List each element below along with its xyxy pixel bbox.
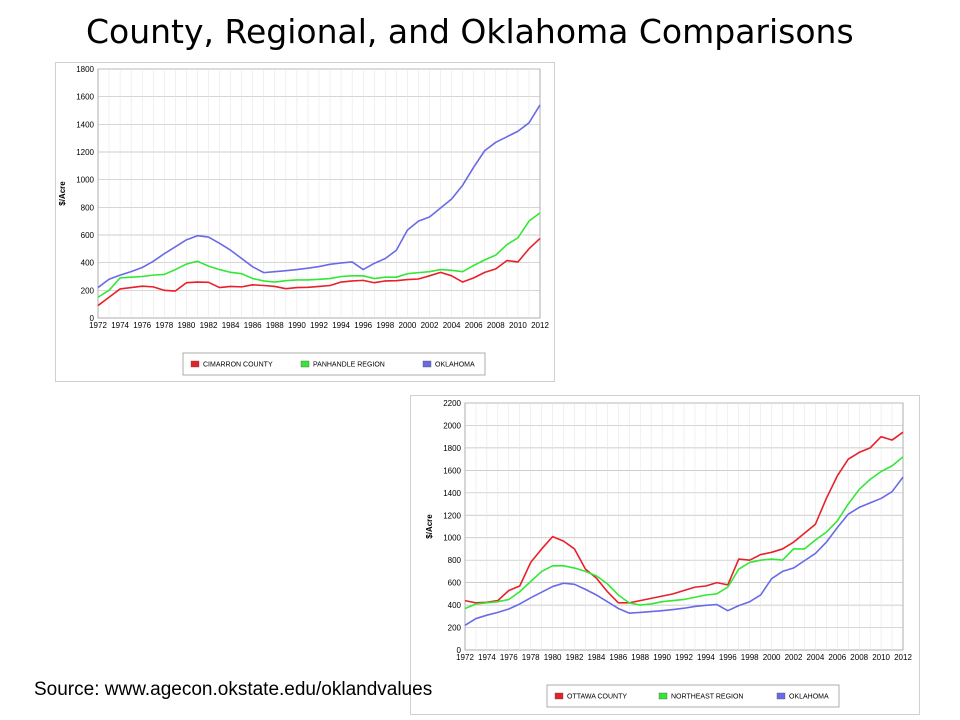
y-tick-label: 1200 xyxy=(76,148,94,157)
x-tick-label: 2002 xyxy=(421,321,439,330)
y-tick-label: 2200 xyxy=(443,399,461,408)
x-tick-label: 1974 xyxy=(478,653,496,662)
x-tick-label: 1988 xyxy=(631,653,649,662)
series-line-oklahoma xyxy=(464,476,904,626)
x-tick-label: 1986 xyxy=(609,653,627,662)
chart-panhandle-comparison: 0 200 400 600 800 1000 1200 1400 1600 1800 1972 197… xyxy=(55,62,555,382)
x-tick-label: 2004 xyxy=(807,653,825,662)
x-tick-label: 2008 xyxy=(850,653,868,662)
x-tick-label: 1994 xyxy=(697,653,715,662)
legend-label: OTTAWA COUNTY xyxy=(567,694,627,701)
x-tick-label: 1986 xyxy=(244,321,262,330)
legend-label: PANHANDLE REGION xyxy=(313,362,385,369)
x-tick-label: 1998 xyxy=(376,321,394,330)
y-tick-label: 800 xyxy=(81,203,95,212)
x-tick-label: 1992 xyxy=(310,321,328,330)
x-tick-label: 1972 xyxy=(89,321,107,330)
legend-label: NORTHEAST REGION xyxy=(671,694,743,701)
y-tick-label: 1600 xyxy=(443,466,461,475)
x-tick-label: 2004 xyxy=(443,321,461,330)
chart-northeast-comparison: 0 200 400 600 800 1000 1200 1400 1600 1800 2000 220… xyxy=(410,395,920,715)
y-tick-label: 1400 xyxy=(443,489,461,498)
y-tick-label: 1800 xyxy=(76,65,94,74)
x-tick-label: 1996 xyxy=(719,653,737,662)
x-tick-label: 2006 xyxy=(828,653,846,662)
legend-swatch xyxy=(554,692,564,700)
y-tick-label: 1000 xyxy=(76,176,94,185)
y-tick-label: 1800 xyxy=(443,444,461,453)
legend-swatch xyxy=(190,360,200,368)
legend-label: CIMARRON COUNTY xyxy=(203,362,273,369)
y-tick-label: 400 xyxy=(81,259,95,268)
x-tick-label: 2008 xyxy=(487,321,505,330)
x-tick-label: 1972 xyxy=(456,653,474,662)
x-tick-label: 1978 xyxy=(155,321,173,330)
x-tick-label: 1974 xyxy=(111,321,129,330)
x-tick-label: 1984 xyxy=(222,321,240,330)
legend-box xyxy=(182,352,486,376)
y-tick-label: 1200 xyxy=(443,511,461,520)
y-tick-label: 200 xyxy=(448,624,462,633)
legend-swatch xyxy=(300,360,310,368)
x-tick-label: 1982 xyxy=(200,321,218,330)
y-axis-label: $/Acre xyxy=(425,514,434,539)
y-tick-label: 200 xyxy=(81,286,95,295)
legend-box xyxy=(546,684,840,708)
series-line-oklahoma xyxy=(97,104,541,289)
slide-title: County, Regional, and Oklahoma Compariso… xyxy=(86,12,854,51)
x-tick-label: 2010 xyxy=(509,321,527,330)
series-line-cimarron-county xyxy=(97,237,541,307)
source-citation: Source: www.agecon.okstate.edu/oklandval… xyxy=(34,679,433,700)
y-tick-label: 0 xyxy=(457,646,462,655)
x-tick-label: 2000 xyxy=(763,653,781,662)
x-tick-label: 1978 xyxy=(522,653,540,662)
y-tick-label: 600 xyxy=(81,231,95,240)
x-tick-label: 2000 xyxy=(399,321,417,330)
y-tick-label: 1000 xyxy=(443,534,461,543)
x-tick-label: 1976 xyxy=(133,321,151,330)
x-tick-label: 1998 xyxy=(741,653,759,662)
chart-2-svg: 0 200 400 600 800 1000 1200 1400 1600 1800 2000 220… xyxy=(410,395,920,715)
x-tick-label: 2006 xyxy=(465,321,483,330)
x-tick-label: 2012 xyxy=(531,321,549,330)
x-tick-label: 1988 xyxy=(266,321,284,330)
series-line-panhandle-region xyxy=(97,212,541,298)
series-line-ottawa-county xyxy=(464,431,904,604)
y-tick-label: 2000 xyxy=(443,421,461,430)
x-tick-label: 1980 xyxy=(544,653,562,662)
x-tick-label: 1992 xyxy=(675,653,693,662)
chart-1-svg: 0 200 400 600 800 1000 1200 1400 1600 1800 1972 197… xyxy=(55,62,555,382)
x-tick-label: 2012 xyxy=(894,653,912,662)
y-tick-label: 1600 xyxy=(76,93,94,102)
legend-label: OKLAHOMA xyxy=(789,694,829,701)
x-tick-label: 1982 xyxy=(566,653,584,662)
y-axis-label: $/Acre xyxy=(58,181,67,206)
series-line-northeast-region xyxy=(464,456,904,610)
y-tick-label: 800 xyxy=(448,556,462,565)
x-tick-label: 1996 xyxy=(354,321,372,330)
legend-label: OKLAHOMA xyxy=(435,362,475,369)
legend-swatch xyxy=(776,692,786,700)
x-tick-label: 1990 xyxy=(653,653,671,662)
legend-swatch xyxy=(422,360,432,368)
x-tick-label: 1984 xyxy=(588,653,606,662)
legend-swatch xyxy=(658,692,668,700)
y-tick-label: 400 xyxy=(448,601,462,610)
y-tick-label: 600 xyxy=(448,579,462,588)
x-tick-label: 1980 xyxy=(178,321,196,330)
y-tick-label: 0 xyxy=(90,314,95,323)
y-tick-label: 1400 xyxy=(76,120,94,129)
x-tick-label: 2010 xyxy=(872,653,890,662)
x-tick-label: 2002 xyxy=(785,653,803,662)
x-tick-label: 1976 xyxy=(500,653,518,662)
x-tick-label: 1994 xyxy=(332,321,350,330)
x-tick-label: 1990 xyxy=(288,321,306,330)
